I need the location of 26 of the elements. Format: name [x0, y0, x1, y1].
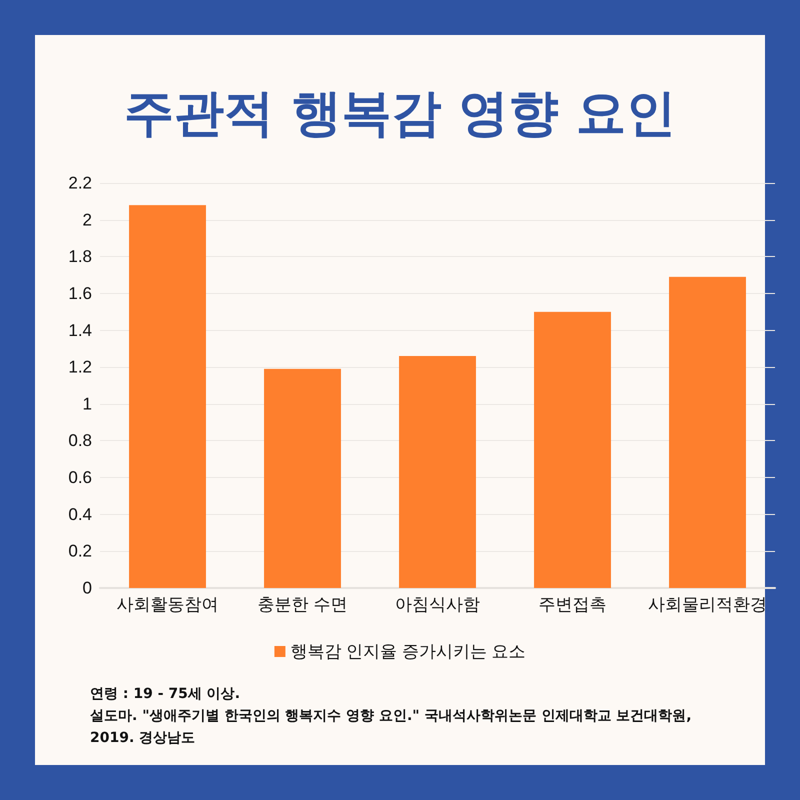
y-tick-label: 1.4 — [68, 320, 92, 340]
y-tick-label: 0.4 — [68, 504, 92, 524]
bar — [264, 368, 341, 588]
chart-title: 주관적 행복감 영향 요인 — [122, 83, 678, 144]
bar — [399, 356, 476, 588]
bar — [129, 205, 206, 588]
text: 설도마. "생애주기별 한국인의 행복지수 영향 요인." 국내석사학위논문 인제대학교 보건대학원, 2019. 경상남도 — [90, 707, 693, 748]
x-tick-label: 주변접촉 — [538, 595, 606, 614]
x-tick-label: 충분한 수면 — [258, 595, 348, 614]
y-tick-label: 1.6 — [68, 284, 92, 303]
y-tick-label: 0.6 — [68, 468, 92, 488]
x-tick-label: 사회물리적환경 — [648, 595, 767, 614]
y-tick-label: 1.8 — [68, 247, 92, 266]
y-tick-label: 1.2 — [68, 358, 92, 377]
legend-label: 행복감 인지율 증가시키는 요소 — [290, 642, 526, 661]
y-tick-label: 1 — [82, 394, 92, 414]
x-tick-label: 아침식사함 — [395, 595, 480, 614]
y-tick-label: 2.2 — [68, 174, 92, 192]
y-tick-label: 0.8 — [68, 431, 92, 450]
y-tick-label: 0 — [82, 578, 92, 598]
y-tick-label: 0.2 — [68, 542, 92, 561]
x-tick-label: 사회활동참여 — [116, 595, 218, 614]
y-tick-label: 2 — [82, 210, 92, 230]
bar — [669, 276, 746, 588]
text: 연령 : 19 - 75세 이상. — [90, 685, 242, 704]
bar — [534, 312, 611, 588]
